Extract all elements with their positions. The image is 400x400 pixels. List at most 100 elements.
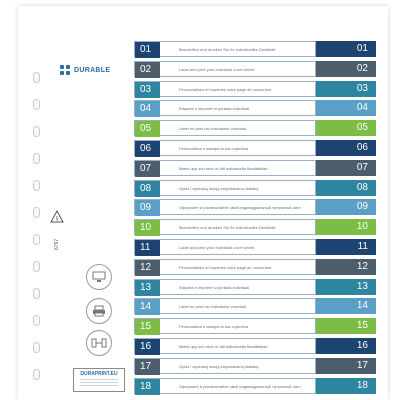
tab-label-field: 15 Personalizza e stampa la tua copertina [134, 318, 316, 336]
tab-index-number: 05 [316, 120, 376, 137]
tab-description: Beschriften und drucken Sie Ihr individu… [179, 225, 276, 231]
tab-description: Label and print your individual cover sh… [179, 245, 254, 250]
tab-row: 09 Оформите и распечатайте свой индивидуа… [134, 199, 376, 217]
brand-name: DURABLE [74, 67, 111, 74]
tab-description: Personalizza e stampa la tua copertina [179, 324, 248, 330]
punch-hole [33, 315, 40, 326]
printer-icon [86, 298, 112, 324]
tab-number-label: 15 [135, 319, 160, 336]
tab-index-number: 12 [316, 258, 376, 275]
tab-description: Opisz i wydrukuj swoją indywidualną okła… [179, 185, 259, 191]
svg-text:5: 5 [56, 217, 59, 223]
tab-label-field: 07 Mærk upp och skriv ut ditt individuell… [134, 159, 316, 177]
tab-description: Beschriften und drucken Sie Ihr individu… [179, 47, 276, 52]
website-lines [80, 379, 118, 387]
tab-number-label: 05 [135, 121, 160, 138]
tab-number-label: 14 [135, 299, 160, 316]
tab-number-label: 03 [135, 81, 160, 98]
tab-description: Personalizza e stampa la tua copertina [179, 146, 248, 151]
tab-index-number: 18 [316, 377, 376, 394]
tab-number-label: 06 [135, 141, 160, 157]
tab-label-field: 02 Label and print your individual cover … [134, 60, 316, 78]
tab-index-number: 15 [316, 318, 376, 335]
tab-number-label: 10 [135, 220, 160, 237]
website-label: DURAPRINT.EU [80, 371, 118, 377]
tab-description: Оформите и распечатайте свой индивидуаль… [179, 205, 302, 211]
punch-hole [33, 261, 40, 272]
tab-row: 01 Beschriften und drucken Sie Ihr indivi… [134, 41, 376, 58]
tab-description: Оформите и распечатайте свой индивидуаль… [179, 383, 302, 389]
tab-row: 11 Label and print your individual cover … [134, 239, 376, 256]
tab-label-field: 10 Beschriften und drucken Sie Ihr indivi… [134, 219, 316, 237]
tab-row: 08 Opisz i wydrukuj swoją indywidualną ok… [134, 179, 376, 197]
tab-index-number: 03 [316, 80, 376, 97]
tab-description: Mærk upp och skriv ut ditt individuella … [179, 165, 268, 171]
brand-mark-icon [60, 65, 71, 76]
tab-row: 17 Opisz i wydrukuj swoją indywidualną ok… [134, 357, 376, 375]
tab-row: 10 Beschriften und drucken Sie Ihr indivi… [134, 219, 376, 237]
brand-logo: DURABLE [60, 65, 110, 76]
tab-description: Etiqueta e imprime tu portada individual [179, 106, 250, 112]
tab-index-number: 07 [316, 159, 376, 176]
tab-description: Mærk upp och skriv ut ditt individuella … [179, 344, 268, 349]
tab-row: 04 Etiqueta e imprime tu portada individu… [134, 100, 376, 118]
tab-index-number: 01 [316, 41, 376, 57]
tab-index-number: 02 [316, 60, 376, 77]
tab-number-label: 13 [135, 279, 160, 296]
tab-row: 15 Personalizza e stampa la tua copertina… [134, 318, 376, 336]
tab-description: Label and print your individual cover sh… [179, 66, 254, 72]
tab-index-number: 13 [316, 278, 376, 295]
tab-row: 06 Personalizza e stampa la tua copertina… [134, 140, 376, 157]
tab-row: 03 Personnalisez et imprimez votre page d… [134, 80, 376, 98]
tab-row: 12 Personnalisez et imprimez votre page d… [134, 258, 376, 276]
tab-index-number: 11 [316, 239, 376, 255]
scissors-icon [86, 330, 112, 356]
tab-index-number: 14 [316, 298, 376, 315]
punch-hole [33, 72, 40, 83]
tab-label-field: 11 Label and print your individual cover … [134, 239, 316, 256]
tab-description: Label en print uw individuele voorblad [179, 304, 246, 310]
tab-row: 18 Оформите и распечатайте свой индивидуа… [134, 377, 376, 395]
tab-row: 14 Label en print uw individuele voorblad… [134, 298, 376, 316]
punch-hole [33, 342, 40, 353]
tab-row: 05 Label en print uw individuele voorblad… [134, 120, 376, 138]
tab-index-number: 08 [316, 179, 376, 196]
tab-number-label: 18 [135, 378, 160, 395]
tab-number-label: 08 [135, 180, 160, 197]
tab-label-field: 16 Mærk upp och skriv ut ditt individuell… [134, 338, 316, 355]
tab-number-label: 02 [135, 61, 160, 78]
recycle-icon: 5 [50, 210, 64, 223]
tab-number-label: 07 [135, 160, 160, 177]
tab-number-label: 01 [135, 42, 160, 58]
tab-row: 16 Mærk upp och skriv ut ditt individuell… [134, 338, 376, 355]
tab-description: Etiqueta e imprime tu portada individual [179, 284, 250, 290]
tab-label-field: 05 Label en print uw individuele voorblad [134, 120, 316, 138]
tab-description: Label en print uw individuele voorblad [179, 126, 246, 132]
tab-number-label: 09 [135, 200, 160, 217]
tab-number-label: 16 [135, 339, 160, 355]
tab-label-field: 09 Оформите и распечатайте свой индивидуа… [134, 199, 316, 217]
tab-label-field: 14 Label en print uw individuele voorblad [134, 298, 316, 316]
punch-hole [33, 99, 40, 110]
punch-hole [33, 288, 40, 299]
product-code: 6797 [54, 238, 60, 250]
tab-number-label: 12 [135, 259, 160, 276]
tab-index-number: 10 [316, 219, 376, 236]
tab-description: Personnalisez et imprimez votre page de … [179, 264, 272, 270]
punch-hole [33, 126, 40, 137]
punch-hole [33, 180, 40, 191]
tab-number-label: 17 [135, 358, 160, 375]
tab-label-field: 01 Beschriften und drucken Sie Ihr indivi… [134, 41, 316, 58]
tab-index-number: 04 [316, 100, 376, 117]
tab-label-field: 04 Etiqueta e imprime tu portada individu… [134, 100, 316, 118]
tab-label-field: 03 Personnalisez et imprimez votre page d… [134, 80, 316, 98]
tab-index-number: 06 [316, 140, 376, 156]
tab-description: Personnalisez et imprimez votre page de … [179, 86, 272, 92]
punch-hole [33, 153, 40, 164]
tab-label-field: 06 Personalizza e stampa la tua copertina [134, 140, 316, 157]
tab-label-field: 17 Opisz i wydrukuj swoją indywidualną ok… [134, 357, 316, 375]
tab-index-number: 16 [316, 338, 376, 354]
tab-number-label: 11 [135, 240, 160, 256]
punch-hole [33, 234, 40, 245]
tab-label-field: 18 Оформите и распечатайте свой индивидуа… [134, 377, 316, 395]
